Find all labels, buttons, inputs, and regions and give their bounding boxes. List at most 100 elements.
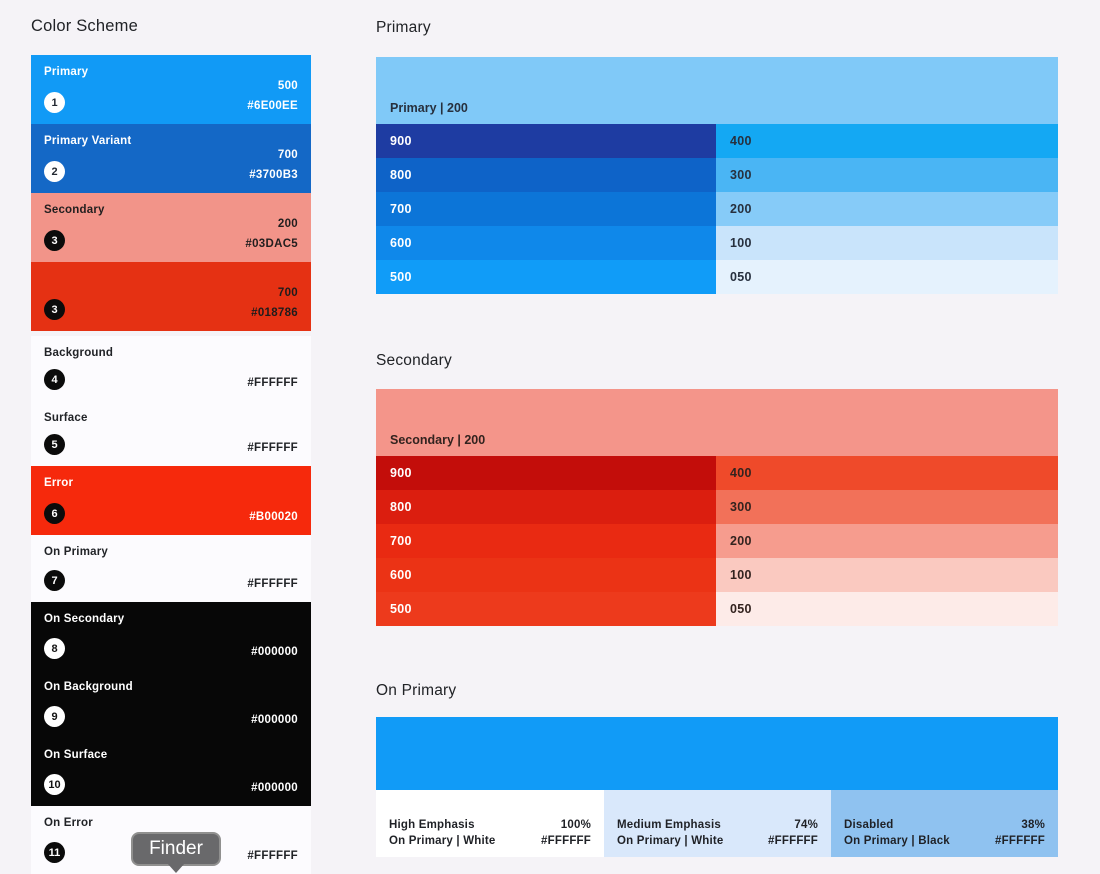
tint-label: 050	[730, 602, 752, 616]
tint-label: 300	[730, 168, 752, 182]
emphasis-cells: High Emphasis 100% On Primary | White #FFF…	[376, 790, 1058, 857]
tooltip-tail-icon	[167, 863, 185, 873]
number-badge: 7	[44, 570, 65, 591]
card-left: On Primary 7	[44, 546, 108, 591]
card-left: 3	[44, 273, 65, 320]
tint-row-900: 900	[376, 124, 716, 158]
tint-row-800: 800	[376, 158, 716, 192]
number-badge: 3	[44, 230, 65, 251]
color-card-label: On Primary	[44, 546, 108, 558]
tint-row-400: 400	[716, 456, 1058, 490]
number-badge: 8	[44, 638, 65, 659]
secondary-200-label: Secondary | 200	[390, 433, 486, 447]
color-card-label: Secondary	[44, 204, 105, 216]
emphasis-subtitle: On Primary | Black	[844, 835, 950, 847]
color-card-label: Primary	[44, 66, 89, 78]
tint-row-700: 700	[376, 524, 716, 558]
color-card-primary-variant: Primary Variant 2 700 #3700B3	[31, 124, 311, 193]
card-left: Primary Variant 2	[44, 135, 131, 182]
emphasis-cell-medium: Medium Emphasis 74% On Primary | White #FF…	[604, 790, 831, 857]
emphasis-hex: #FFFFFF	[995, 835, 1045, 847]
primary-tints-left: 900 800 700 600 500	[376, 124, 716, 294]
color-card-on-surface: On Surface 10 #000000	[31, 738, 311, 806]
tint-label: 400	[730, 134, 752, 148]
secondary-200-swatch: Secondary | 200	[376, 389, 1058, 456]
tint-label: 100	[730, 568, 752, 582]
card-right: #000000	[251, 749, 298, 795]
color-card-hex: #FFFFFF	[247, 578, 298, 590]
page-title: Color Scheme	[31, 17, 138, 35]
color-card-secondary: Secondary 3 200 #03DAC5	[31, 193, 311, 262]
tint-row-600: 600	[376, 226, 716, 260]
cursor-label-finder: Finder	[131, 832, 221, 873]
color-card-list: Primary 1 500 #6E00EE Primary Variant 2 …	[31, 55, 311, 874]
color-card-tint: 700	[277, 287, 298, 299]
card-right: #FFFFFF	[247, 347, 298, 390]
tint-label: 500	[390, 602, 412, 616]
cursor-label-text: Finder	[149, 838, 203, 859]
emphasis-cell-disabled: Disabled 38% On Primary | Black #FFFFFF	[831, 790, 1058, 857]
secondary-tint-rows: 900 800 700 600 500 400 300 200 100 050	[376, 456, 1058, 626]
color-card-hex: #000000	[251, 714, 298, 726]
card-left: On Background 9	[44, 681, 133, 727]
card-right: #FFFFFF	[247, 546, 298, 591]
palette-panel: Primary Primary | 200 900 800 700 600 50…	[376, 0, 1058, 874]
card-right: 700 #3700B3	[249, 135, 298, 182]
color-card-hex: #6E00EE	[247, 100, 298, 112]
color-card-error: Error 6 #B00020	[31, 466, 311, 535]
primary-section-heading: Primary	[376, 19, 431, 36]
tint-row-200: 200	[716, 192, 1058, 226]
emphasis-cell-high: High Emphasis 100% On Primary | White #FFF…	[376, 790, 604, 857]
card-right: #FFFFFF	[247, 817, 298, 863]
color-card-label: On Error	[44, 817, 93, 829]
primary-200-swatch: Primary | 200	[376, 57, 1058, 124]
tint-row-200: 200	[716, 524, 1058, 558]
tint-label: 050	[730, 270, 752, 284]
card-left: Surface 5	[44, 412, 88, 455]
number-badge: 4	[44, 369, 65, 390]
emphasis-title: Disabled	[844, 819, 894, 831]
tint-label: 100	[730, 236, 752, 250]
tint-row-100: 100	[716, 226, 1058, 260]
color-card-on-primary: On Primary 7 #FFFFFF	[31, 535, 311, 602]
color-card-hex: #018786	[251, 307, 298, 319]
color-card-hex: #FFFFFF	[247, 850, 298, 862]
emphasis-subtitle: On Primary | White	[389, 835, 496, 847]
card-right: 700 #018786	[251, 273, 298, 320]
number-badge: 9	[44, 706, 65, 727]
number-badge: 6	[44, 503, 65, 524]
number-badge: 5	[44, 434, 65, 455]
tint-row-600: 600	[376, 558, 716, 592]
color-card-hex: #B00020	[249, 511, 298, 523]
emphasis-percent: 38%	[1021, 819, 1045, 831]
number-badge: 11	[44, 842, 65, 863]
color-card-hex: #000000	[251, 646, 298, 658]
tint-label: 900	[390, 466, 412, 480]
color-card-secondary-variant: 3 700 #018786	[31, 262, 311, 331]
tint-label: 800	[390, 500, 412, 514]
card-right: 500 #6E00EE	[247, 66, 298, 113]
card-left: Background 4	[44, 347, 113, 390]
color-card-hex: #000000	[251, 782, 298, 794]
tint-label: 600	[390, 236, 412, 250]
color-card-hex: #FFFFFF	[247, 377, 298, 389]
on-primary-section-heading: On Primary	[376, 682, 457, 699]
number-badge: 10	[44, 774, 65, 795]
secondary-tints-left: 900 800 700 600 500	[376, 456, 716, 626]
number-badge: 2	[44, 161, 65, 182]
color-card-primary: Primary 1 500 #6E00EE	[31, 55, 311, 124]
tint-row-050: 050	[716, 592, 1058, 626]
color-card-hex: #FFFFFF	[247, 442, 298, 454]
card-right: #FFFFFF	[247, 412, 298, 455]
color-card-tint: 700	[277, 149, 298, 161]
emphasis-title: High Emphasis	[389, 819, 475, 831]
card-right: #000000	[251, 681, 298, 727]
emphasis-percent: 74%	[794, 819, 818, 831]
primary-tints-right: 400 300 200 100 050	[716, 124, 1058, 294]
card-left: Secondary 3	[44, 204, 105, 251]
card-right: #000000	[251, 613, 298, 659]
color-card-surface: Surface 5 #FFFFFF	[31, 401, 311, 466]
card-left: Error 6	[44, 477, 73, 524]
color-card-on-background: On Background 9 #000000	[31, 670, 311, 738]
tint-row-700: 700	[376, 192, 716, 226]
